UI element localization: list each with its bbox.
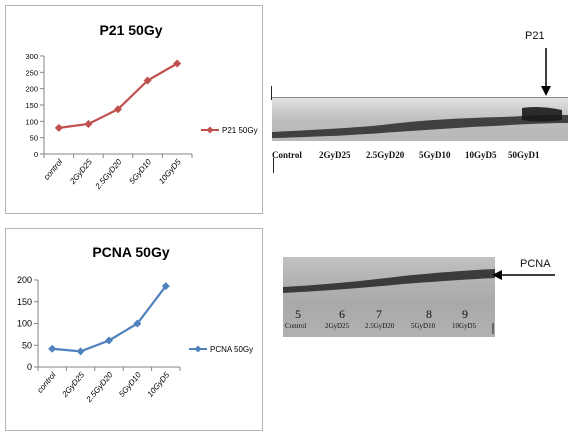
y-tick-label: 50 bbox=[30, 134, 38, 143]
pcna-lane-label: 5GyD10 bbox=[411, 322, 436, 330]
x-tick-label: 2.5GyD20 bbox=[93, 157, 124, 192]
pcna-western-blot bbox=[283, 257, 495, 337]
pcna-lane-label: 2GyD25 bbox=[325, 322, 350, 330]
x-tick-label: 2.5GyD20 bbox=[84, 370, 115, 405]
y-tick-label: 100 bbox=[17, 319, 32, 329]
y-tick-label: 100 bbox=[25, 117, 38, 126]
y-tick-label: 150 bbox=[17, 297, 32, 307]
pcna-line-chart: PCNA 50Gy 0 50 100 150 200 control 2GyD252.5GyD… bbox=[17, 244, 253, 405]
pcna-marker-label: PCNA bbox=[520, 258, 551, 270]
p21-lane-label: 10GyD5 bbox=[465, 150, 497, 160]
chart-title: PCNA 50Gy bbox=[92, 244, 170, 260]
data-point bbox=[76, 347, 85, 356]
y-tick-label: 0 bbox=[27, 362, 32, 372]
x-tick-label: 2GyD25 bbox=[60, 370, 87, 399]
pcna-chart-panel: PCNA 50Gy 0 50 100 150 200 control 2GyD25 2.5GyD… bbox=[5, 228, 263, 431]
series-line bbox=[58, 62, 178, 129]
data-point bbox=[161, 282, 170, 291]
p21-line-chart: P21 50Gy 0 50 100 150 200 250 300 control 2GyD25 2… bbox=[25, 22, 258, 192]
data-point bbox=[133, 319, 142, 328]
p21-lane-label: 2.5GyD20 bbox=[366, 150, 405, 160]
x-tick-label: 2GyD25 bbox=[68, 157, 95, 186]
y-tick-label: 0 bbox=[34, 150, 38, 159]
blot-bracket-line bbox=[273, 158, 274, 173]
pcna-lane-number: 6 bbox=[339, 307, 345, 321]
data-point bbox=[114, 105, 122, 114]
p21-lane-label: 50GyD1 bbox=[508, 150, 540, 160]
pcna-lane-label: Control bbox=[285, 322, 307, 330]
legend-label: PCNA 50Gy bbox=[210, 345, 253, 354]
y-tick-label: 150 bbox=[25, 101, 38, 110]
chart-title: P21 50Gy bbox=[99, 22, 162, 38]
legend-label: P21 50Gy bbox=[222, 126, 258, 135]
y-tick-label: 50 bbox=[22, 340, 32, 350]
pcna-lane-number: 9 bbox=[462, 307, 468, 321]
p21-western-blot bbox=[272, 97, 568, 141]
pcna-lane-label: 2.5GyD20 bbox=[365, 322, 395, 330]
y-tick-label: 250 bbox=[25, 68, 38, 77]
x-tick-label: 10GyD5 bbox=[146, 370, 172, 399]
p21-lane-label: 5GyD10 bbox=[419, 150, 451, 160]
p21-marker-label: P21 bbox=[525, 30, 545, 42]
data-point bbox=[84, 119, 93, 128]
p21-arrow-icon bbox=[541, 48, 551, 96]
x-tick-label: 5GyD10 bbox=[127, 157, 153, 186]
y-tick-label: 300 bbox=[25, 52, 38, 61]
p21-lane-label: 2GyD25 bbox=[319, 150, 351, 160]
data-point bbox=[143, 76, 152, 85]
data-point bbox=[54, 123, 63, 132]
p21-lane-label: Control bbox=[272, 150, 302, 160]
p21-chart-panel: P21 50Gy 0 50 100 150 200 250 300 control 2GyD25 2… bbox=[5, 5, 263, 214]
x-tick-label: control bbox=[35, 370, 57, 394]
pcna-lane-number: 5 bbox=[295, 307, 301, 321]
legend-marker bbox=[194, 345, 202, 353]
x-tick-label: control bbox=[42, 157, 64, 181]
x-tick-label: 5GyD10 bbox=[117, 370, 143, 399]
data-point bbox=[105, 336, 113, 345]
y-tick-label: 200 bbox=[17, 275, 32, 285]
y-tick-label: 200 bbox=[25, 85, 38, 94]
pcna-lane-number: 8 bbox=[426, 307, 432, 321]
blot-bracket-line bbox=[271, 86, 272, 100]
pcna-lane-label: 10GyD5 bbox=[452, 322, 477, 330]
data-point bbox=[173, 59, 182, 68]
pcna-arrow-icon bbox=[492, 270, 555, 280]
legend-marker bbox=[206, 126, 214, 134]
data-point bbox=[48, 344, 57, 353]
x-tick-label: 10GyD5 bbox=[157, 157, 183, 186]
pcna-lane-number: 7 bbox=[376, 307, 382, 321]
